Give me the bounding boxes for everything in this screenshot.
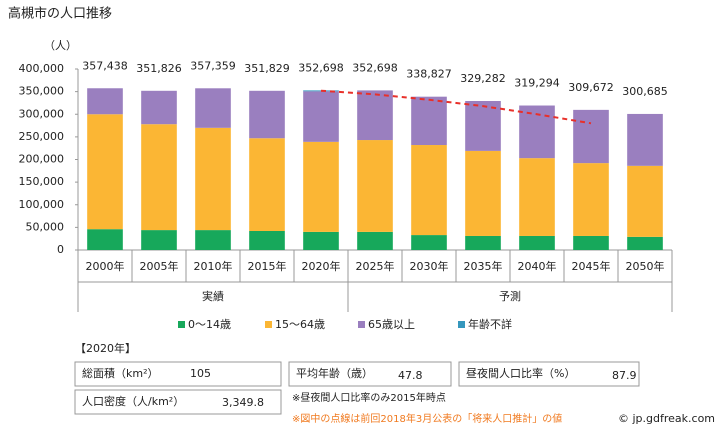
bar-segment xyxy=(357,231,393,250)
bar-segment xyxy=(411,96,447,146)
legend-swatch xyxy=(458,321,465,328)
bar-segment xyxy=(627,165,663,237)
x-tick-label: 2005年 xyxy=(140,259,179,273)
bar-segment xyxy=(465,150,501,236)
bar-segment xyxy=(249,90,285,139)
bar-segment xyxy=(627,236,663,250)
bar-segment xyxy=(573,109,609,164)
x-tick-label: 2000年 xyxy=(86,259,125,273)
note: ※昼夜間人口比率のみ2015年時点 xyxy=(292,391,446,404)
info-label: 総面積（km²） xyxy=(82,366,159,380)
bar-segment xyxy=(195,88,231,128)
legend-label: 15～64歳 xyxy=(275,318,325,331)
y-tick-label: 0 xyxy=(57,243,64,256)
x-tick-label: 2010年 xyxy=(194,259,233,273)
info-value: 105 xyxy=(190,367,211,380)
legend-swatch xyxy=(358,321,365,328)
y-tick-label: 100,000 xyxy=(19,198,65,211)
group-label: 予測 xyxy=(499,289,521,303)
x-tick-label: 2020年 xyxy=(302,259,341,273)
total-label: 351,829 xyxy=(244,62,290,75)
info-box xyxy=(74,361,282,387)
bar-segment xyxy=(465,235,501,250)
total-label: 309,672 xyxy=(568,81,614,94)
bar-segment xyxy=(357,90,393,141)
info-box xyxy=(288,361,452,387)
total-label: 338,827 xyxy=(406,68,452,81)
info-label: 平均年齢（歳） xyxy=(296,366,373,380)
info-label: 人口密度（人/km²） xyxy=(82,394,184,408)
bar-segment xyxy=(195,127,231,231)
total-label: 352,698 xyxy=(298,61,344,74)
legend-swatch xyxy=(265,321,272,328)
group-label: 実績 xyxy=(202,289,224,303)
y-tick-label: 150,000 xyxy=(19,175,65,188)
chart-title: 高槻市の人口推移 xyxy=(8,6,112,22)
info-value: 87.9 xyxy=(612,369,637,382)
total-label: 352,698 xyxy=(352,61,398,74)
bar-segment xyxy=(303,141,339,232)
y-tick-label: 300,000 xyxy=(19,107,65,120)
y-tick-label: 350,000 xyxy=(19,85,65,98)
x-tick-label: 2045年 xyxy=(572,259,611,273)
y-tick-label: 250,000 xyxy=(19,130,65,143)
total-label: 329,282 xyxy=(460,72,506,85)
info-value: 47.8 xyxy=(398,369,423,382)
note: ※図中の点線は前回2018年3月公表の「将来人口推計」の値 xyxy=(292,412,562,425)
bar-segment xyxy=(141,230,177,250)
x-tick-label: 2030年 xyxy=(410,259,449,273)
bar-segment xyxy=(141,90,177,125)
bar-segment xyxy=(519,235,555,250)
info-value: 3,349.8 xyxy=(222,396,264,409)
bar-segment xyxy=(249,230,285,250)
total-label: 357,438 xyxy=(82,59,128,72)
info-box xyxy=(74,389,282,415)
bar-segment xyxy=(411,235,447,250)
bar-segment xyxy=(87,229,123,250)
bar-segment xyxy=(411,145,447,236)
legend-label: 65歳以上 xyxy=(368,318,415,331)
bar-segment xyxy=(87,114,123,230)
legend-label: 0～14歳 xyxy=(188,318,231,331)
total-label: 300,685 xyxy=(622,85,668,98)
bar-segment xyxy=(627,113,663,166)
y-tick-label: 200,000 xyxy=(19,153,65,166)
copyright: © jp.gdfreak.com xyxy=(618,412,715,425)
y-tick-label: 400,000 xyxy=(19,62,65,75)
bar-segment xyxy=(303,91,339,142)
bar-segment xyxy=(465,100,501,151)
info-year: 【2020年】 xyxy=(75,341,136,355)
legend-label: 年齢不詳 xyxy=(468,317,512,331)
bar-segment xyxy=(87,88,123,115)
bar-segment xyxy=(195,230,231,250)
y-unit: （人） xyxy=(44,39,77,52)
bar-segment xyxy=(141,124,177,231)
x-tick-label: 2035年 xyxy=(464,259,503,273)
y-tick-label: 50,000 xyxy=(26,220,65,233)
x-tick-label: 2050年 xyxy=(626,259,665,273)
total-label: 351,826 xyxy=(136,62,182,75)
bar-segment xyxy=(357,140,393,232)
info-box xyxy=(458,361,640,387)
total-label: 319,294 xyxy=(514,77,560,90)
bar-segment xyxy=(573,163,609,236)
legend-swatch xyxy=(178,321,185,328)
bar-segment xyxy=(303,231,339,250)
info-label: 昼夜間人口比率（%） xyxy=(466,366,575,380)
bar-segment xyxy=(249,138,285,231)
x-tick-label: 2015年 xyxy=(248,259,287,273)
bar-segment xyxy=(573,235,609,250)
bar-segment xyxy=(519,158,555,236)
previous-projection-line xyxy=(320,89,592,125)
total-label: 357,359 xyxy=(190,59,236,72)
x-tick-label: 2040年 xyxy=(518,259,557,273)
x-tick-label: 2025年 xyxy=(356,259,395,273)
